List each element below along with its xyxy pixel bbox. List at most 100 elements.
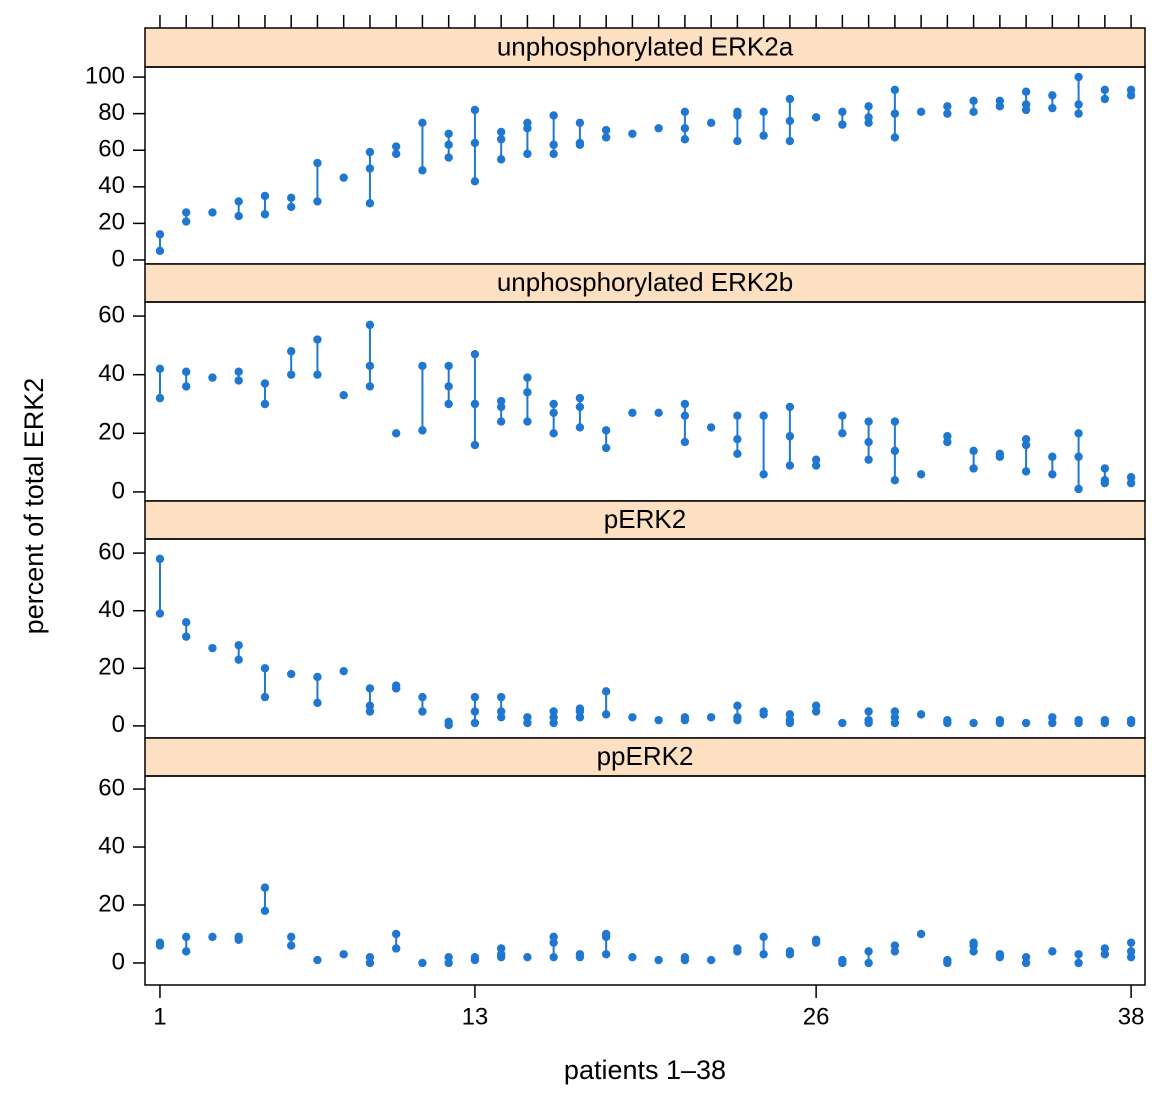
data-point [313, 197, 322, 206]
data-point [365, 952, 375, 962]
data-point [785, 950, 795, 959]
data-point [969, 464, 978, 473]
data-point [286, 370, 296, 379]
data-point [549, 408, 558, 417]
y-tick-label: 20 [98, 890, 125, 917]
data-point [943, 102, 952, 111]
data-point [182, 932, 191, 942]
data-point [523, 124, 532, 133]
data-point [654, 124, 663, 133]
data-point [890, 947, 900, 956]
data-point [995, 718, 1005, 728]
data-point [549, 140, 558, 149]
data-point [286, 202, 296, 212]
data-point [286, 932, 296, 942]
data-point [496, 396, 506, 406]
data-point [864, 718, 873, 728]
data-point [391, 684, 401, 693]
y-tick-label: 20 [98, 209, 125, 236]
data-point [549, 149, 558, 159]
data-point [706, 118, 716, 127]
data-point [234, 211, 243, 221]
x-axis-label: patients 1–38 [564, 1055, 726, 1085]
data-point [234, 641, 243, 650]
data-point [601, 950, 611, 959]
data-point [575, 952, 585, 962]
data-point [365, 320, 375, 330]
data-point [365, 707, 375, 716]
data-point [1021, 467, 1031, 476]
data-point [654, 408, 663, 417]
data-point [365, 382, 375, 391]
data-point [680, 399, 690, 409]
data-point [1021, 718, 1031, 728]
x-tick-label: 13 [462, 1003, 489, 1030]
data-point [549, 952, 558, 962]
data-point [601, 133, 611, 142]
data-point [391, 149, 401, 159]
data-point [523, 952, 532, 962]
strip [144, 737, 1146, 777]
data-point [444, 361, 453, 371]
data-point [260, 692, 270, 702]
data-point [234, 655, 243, 664]
y-tick-label: 60 [98, 538, 125, 565]
data-point [523, 373, 532, 382]
data-point [575, 402, 585, 412]
data-point [234, 376, 243, 385]
data-point [444, 952, 453, 962]
data-point [785, 432, 795, 441]
data-point [1021, 87, 1031, 96]
data-point [759, 131, 768, 140]
data-point [706, 713, 716, 722]
data-point [811, 461, 821, 470]
data-point [444, 399, 453, 409]
data-point [1048, 947, 1057, 956]
data-point [286, 941, 296, 950]
data-point [391, 142, 401, 151]
data-point [811, 455, 821, 464]
strip [144, 263, 1146, 303]
data-point [601, 932, 611, 942]
data-point [208, 373, 217, 382]
data-point [313, 335, 322, 344]
data-point [496, 402, 506, 412]
data-point [1048, 91, 1057, 100]
data-point [182, 208, 191, 217]
data-point [1126, 718, 1136, 728]
data-point [575, 713, 585, 722]
data-point [182, 618, 191, 627]
data-point [1126, 473, 1136, 482]
data-point [470, 718, 480, 728]
data-point [654, 715, 663, 725]
data-point [601, 710, 611, 719]
data-point [155, 941, 165, 950]
data-point [943, 432, 952, 441]
data-point [260, 379, 270, 388]
data-point [1048, 470, 1057, 479]
data-point [365, 361, 375, 371]
data-point [365, 684, 375, 693]
data-point [733, 434, 742, 444]
panel-title: pERK2 [604, 504, 686, 534]
data-point [864, 455, 873, 464]
data-point [470, 349, 480, 359]
data-point [628, 129, 637, 138]
data-point [182, 382, 191, 391]
data-point [418, 118, 427, 127]
data-point [864, 118, 873, 127]
data-point [155, 364, 165, 374]
data-point [260, 664, 270, 673]
data-point [549, 707, 558, 716]
data-point [733, 449, 742, 459]
data-point [785, 116, 795, 126]
data-point [1100, 950, 1110, 959]
data-point [838, 120, 847, 129]
data-point [733, 136, 742, 146]
data-point [680, 135, 690, 144]
data-point [155, 246, 165, 256]
data-point [286, 669, 296, 679]
data-point [549, 718, 558, 728]
panel-title: unphosphorylated ERK2a [497, 31, 794, 61]
data-point [916, 710, 926, 719]
